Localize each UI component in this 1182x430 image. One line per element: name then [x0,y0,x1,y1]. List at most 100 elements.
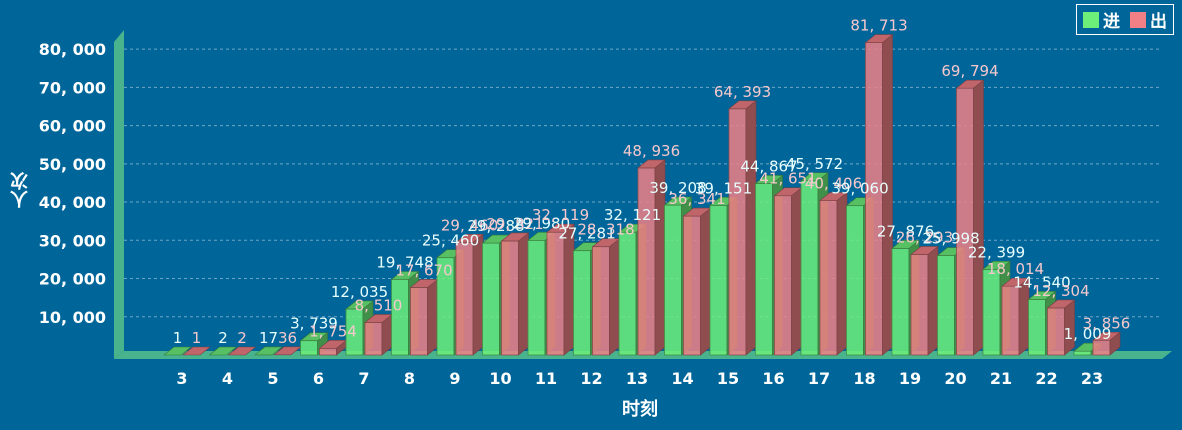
bar-out [864,33,894,356]
x-tick-label: 14 [671,369,693,388]
bar-top [728,100,757,110]
bar-front [618,231,637,356]
data-label-out: 32, 119 [532,206,589,224]
bar-front [592,246,610,356]
bar-front [728,108,747,356]
bar-front [501,240,519,356]
bar-out [455,233,484,356]
bar-top [637,159,666,169]
bar-out [728,100,757,356]
bar-side [700,207,711,356]
data-label-out: 29, 821 [486,215,543,233]
x-tick-label: 6 [313,369,324,388]
data-label-in: 25, 460 [422,232,479,250]
bar-front [755,183,773,356]
bar-out [910,245,939,356]
bar-top [955,79,985,89]
bars-layer [163,33,1121,356]
y-axis-wall [114,30,124,359]
legend-item-in[interactable]: 进 [1083,7,1120,32]
bar-front [527,239,546,356]
data-label-in: 17 [259,329,278,347]
data-label-out: 29, 460 [441,216,498,234]
data-label-in: 44, 867 [740,157,797,175]
bar-front [410,287,428,356]
data-label-out: 48, 936 [623,142,680,160]
bar-out [637,159,666,356]
x-tick-label: 4 [222,369,233,388]
bar-front [391,279,409,356]
bar-front [683,215,701,356]
data-label-out: 40, 406 [805,175,862,193]
bar-top [1092,331,1121,341]
bar-out [819,191,848,356]
bar-side [472,233,484,356]
bar-out [1046,299,1076,356]
bar-top [546,223,575,233]
bar-front [573,250,591,356]
bar-side [973,79,984,356]
y-tick-label: 10, 000 [39,308,106,327]
data-label-in: 27, 876 [877,222,934,240]
bar-side [927,245,939,356]
bar-side [791,187,802,356]
bar-front [910,254,929,356]
bar-top [345,300,374,310]
bar-front [956,87,974,356]
x-tick-label: 17 [808,369,830,388]
bar-top [910,246,939,255]
bar-top [982,261,1011,270]
data-label-out: 26, 293 [896,228,953,246]
x-tick-label: 7 [358,369,369,388]
bar-top [182,346,211,356]
bar-front [891,248,910,356]
x-tick-label: 3 [176,369,187,388]
bar-top [1046,299,1076,309]
data-label-in: 22, 399 [968,243,1025,261]
data-label-out: 81, 713 [850,17,907,35]
bar-front [800,180,819,356]
bar-front [1047,307,1065,356]
y-tick-label: 60, 000 [39,117,106,136]
bar-out [1092,331,1121,356]
x-tick-label: 22 [1035,369,1057,388]
x-tick-label: 23 [1081,369,1103,388]
data-label-out: 1 [192,329,202,347]
data-label-out: 3, 856 [1083,314,1131,332]
data-label-in: 39, 060 [831,180,888,198]
bar-side [563,223,575,356]
bar-top [299,332,329,342]
legend-item-out[interactable]: 出 [1130,7,1167,32]
bar-top [455,234,484,243]
bar-top [1001,277,1030,287]
bar-in [208,346,238,356]
data-label-out: 41, 651 [759,170,816,188]
bar-out [500,232,530,356]
data-label-in: 1, 009 [1064,325,1112,343]
bar-top [663,196,693,206]
bar-front [846,205,864,356]
data-label-in: 19, 748 [376,253,433,271]
x-tick-label: 21 [990,369,1012,388]
bar-top [754,175,784,184]
bar-front [364,322,383,356]
data-label-out: 8, 510 [355,296,403,314]
legend-swatch-in [1083,11,1099,28]
x-tick-label: 11 [535,369,557,388]
bar-front [819,200,838,356]
data-label-in: 12, 035 [331,283,388,301]
legend: 进 出 [1076,4,1174,35]
bar-front [1001,285,1020,356]
bar-front [1028,299,1046,356]
legend-swatch-out [1130,11,1146,28]
bar-front [482,242,500,356]
bar-out [591,238,621,356]
bar-top [864,34,894,43]
data-label-in: 27, 281 [558,225,615,243]
x-axis-title: 时刻 [622,399,658,420]
bar-out [409,278,439,356]
bar-front [664,204,682,356]
data-label-in: 29, 980 [513,214,570,232]
data-label-out: 18, 014 [987,260,1044,278]
x-tick-label: 15 [717,369,739,388]
